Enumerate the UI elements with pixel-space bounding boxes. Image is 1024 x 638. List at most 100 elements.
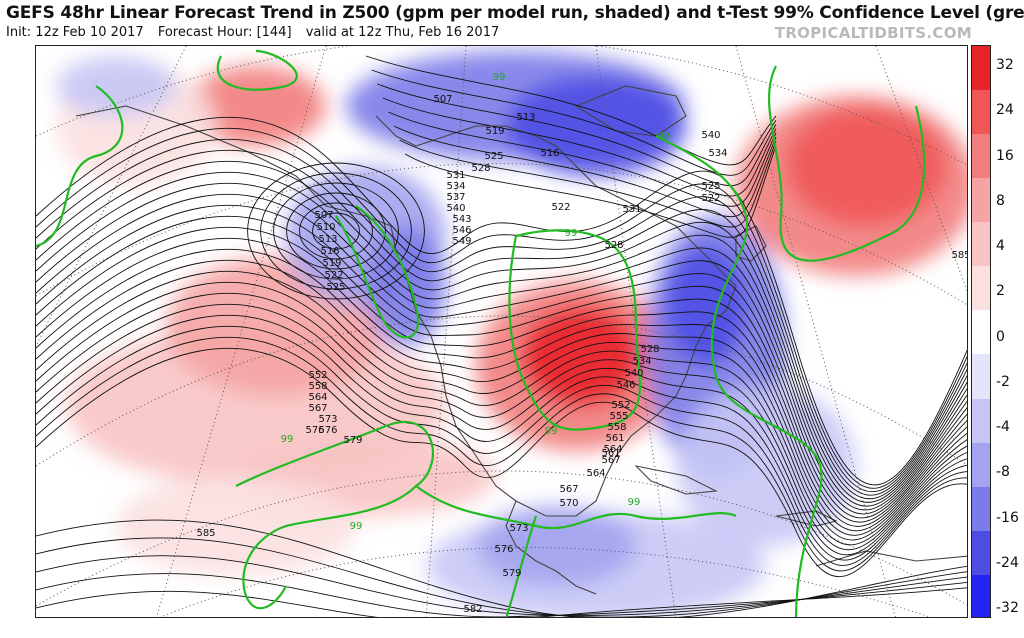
contour-label: 540 [701, 130, 720, 141]
colorbar-segment [972, 222, 990, 267]
significance-contour [335, 205, 419, 339]
colorbar-segment [972, 442, 990, 487]
height-contour [260, 172, 412, 290]
contour-label: 573 [318, 414, 337, 425]
height-contour [36, 182, 967, 507]
colorbar-label: 2 [996, 283, 1005, 300]
contour-label: 546 [616, 380, 635, 391]
colorbar-segment [972, 310, 990, 355]
contour-label: 537 [446, 192, 465, 203]
significance-label: 99 [565, 228, 578, 239]
contour-label: 531 [446, 170, 465, 181]
lat-lon-grid [36, 46, 967, 617]
grid-line [36, 162, 967, 306]
colorbar-segment [972, 530, 990, 575]
height-contour [36, 537, 967, 617]
contour-label: 519 [322, 258, 341, 269]
contour-label: 585 [951, 250, 968, 261]
height-contour [36, 587, 967, 617]
coastline [775, 510, 838, 527]
trend-blob [186, 66, 326, 146]
contour-label: 573 [509, 523, 528, 534]
watermark: TROPICALTIDBITS.COM [774, 24, 972, 42]
contour-label: 543 [452, 214, 471, 225]
height-contour [36, 347, 967, 577]
contour-label: 555 [609, 411, 628, 422]
trend-blob [56, 56, 176, 116]
trend-blob [476, 506, 636, 586]
significance-contour [508, 229, 642, 431]
contour-label: 525 [701, 181, 720, 192]
contour-label: 522 [701, 193, 720, 204]
height-contour [36, 149, 967, 496]
colorbar-label: 32 [996, 57, 1014, 73]
height-contour [36, 281, 967, 545]
coastline [634, 465, 718, 495]
significance-contour [415, 485, 737, 530]
contour-label: 579 [502, 568, 521, 579]
height-contour [36, 248, 967, 532]
coastline [515, 435, 632, 517]
colorbar-label: -32 [996, 600, 1019, 616]
contour-label: 540 [624, 368, 643, 379]
height-contour [371, 69, 777, 176]
height-contour [36, 270, 967, 541]
contour-label: 576 [305, 425, 324, 436]
contour-label: 576 [494, 544, 513, 555]
significance-label: 99 [658, 131, 671, 142]
significance-label: 99 [545, 426, 558, 437]
contour-label: 570 [559, 498, 578, 509]
contour-label: 564 [308, 392, 327, 403]
contour-label: 534 [632, 356, 651, 367]
height-contour [36, 171, 967, 503]
significance-contour [505, 515, 538, 617]
height-contour [273, 182, 399, 280]
colorbar-segment [972, 90, 990, 135]
contour-label: 534 [708, 148, 727, 159]
significance-contour [235, 420, 434, 610]
height-contour [377, 83, 777, 187]
z500-contours [36, 55, 967, 617]
colorbar-label: -8 [996, 464, 1010, 481]
height-contour [388, 111, 777, 207]
colorbar-segment [972, 398, 990, 443]
colorbar-label: -4 [996, 419, 1010, 435]
height-contour [404, 145, 777, 238]
grid-line [875, 46, 967, 293]
contour-label: 582 [463, 604, 482, 615]
grid-line [36, 46, 967, 166]
coastline [505, 500, 597, 595]
contour-label: 507 [314, 210, 333, 221]
contour-label: 513 [516, 112, 535, 123]
contour-label: 558 [308, 381, 327, 392]
grid-line [36, 315, 967, 467]
height-contour [36, 519, 967, 617]
significance-label: 99 [281, 434, 294, 445]
height-contour [36, 325, 967, 566]
height-contour [36, 226, 967, 523]
height-contour [365, 55, 777, 166]
significance-contours [36, 49, 926, 617]
colorbar-segment [972, 46, 990, 91]
contour-label: 516 [540, 148, 559, 159]
height-contour [36, 237, 967, 527]
height-contour [36, 292, 967, 551]
contour-label: 513 [318, 234, 337, 245]
contour-labels: 5075105135165195225255315345375405435465… [196, 72, 968, 615]
height-contour [36, 193, 967, 511]
height-contour [299, 202, 373, 260]
chart-subtitle: Init: 12z Feb 10 2017 Forecast Hour: [14… [6, 25, 509, 40]
contour-label: 561 [601, 448, 620, 459]
contour-label: 516 [320, 246, 339, 257]
significance-contour [655, 135, 823, 617]
height-contour [399, 139, 777, 228]
height-contour [36, 555, 967, 617]
contour-label: 564 [603, 444, 622, 455]
chart-title: GEFS 48hr Linear Forecast Trend in Z500 … [6, 3, 1024, 23]
grid-line [159, 547, 932, 617]
trend-blob [521, 306, 641, 406]
trend-blob [786, 106, 946, 226]
contour-label: 552 [308, 370, 327, 381]
contour-label: 519 [485, 126, 504, 137]
contour-label: 567 [601, 455, 620, 466]
